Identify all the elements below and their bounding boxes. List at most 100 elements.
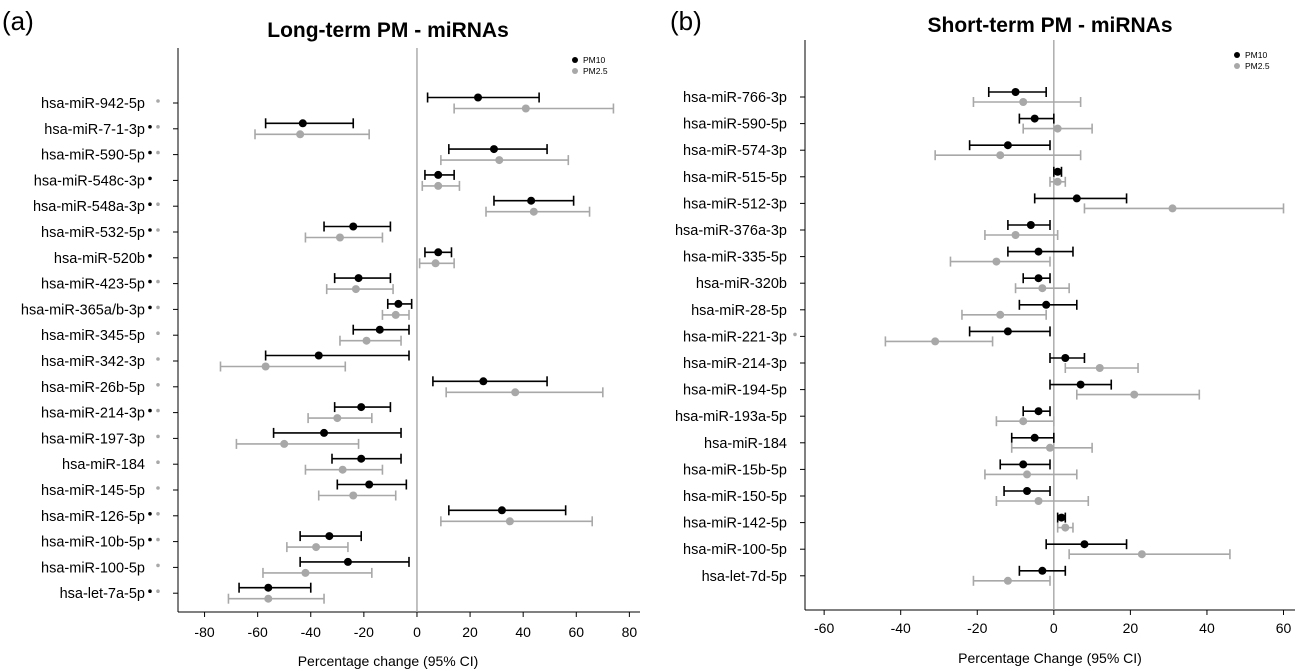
panel-b-pm10-point xyxy=(1034,407,1043,416)
panel-b-category-label: hsa-miR-515-5p xyxy=(683,170,787,186)
panel-b-pm10-point xyxy=(1011,88,1020,96)
panel-b-category-label: hsa-miR-194-5p xyxy=(683,383,787,399)
panel-a-category-label: hsa-miR-7-1-3p xyxy=(44,122,145,138)
panel-b-category-label: hsa-let-7d-5p xyxy=(702,569,787,585)
panel-a-pm10-point xyxy=(298,119,307,128)
panel-a-category-label: hsa-miR-26b-5p xyxy=(41,380,145,396)
panel-a-pm25-significance-dot xyxy=(156,408,160,413)
panel-a-x-tick-label: 0 xyxy=(413,624,421,640)
panel-b-pm25-point xyxy=(1053,177,1062,186)
panel-b-pm25-point xyxy=(1168,204,1177,213)
panel-a-category-label: hsa-miR-590-5p xyxy=(41,148,145,164)
panel-a-pm25-point xyxy=(529,207,538,216)
panel-a-pm10-point xyxy=(394,299,403,308)
panel-b-x-tick-label: 20 xyxy=(1123,620,1139,636)
panel-a-pm10-point xyxy=(375,325,384,334)
panel-a-pm25-point xyxy=(391,310,400,319)
panel-b-pm10-point xyxy=(1038,566,1047,575)
panel-a-pm10-point xyxy=(325,532,334,541)
panel-a-category-label: hsa-miR-365a/b-3p xyxy=(21,302,145,318)
panel-a-category-label: hsa-miR-197-3p xyxy=(41,431,145,447)
panel-b-category-label: hsa-miR-150-5p xyxy=(683,489,787,505)
panel-a-pm25-point xyxy=(511,388,520,397)
panel-b-pm10-point xyxy=(1019,460,1028,469)
panel-a-pm25-point xyxy=(296,130,305,139)
panel-a-pm25-significance-dot xyxy=(156,279,160,284)
panel-a-pm10-point xyxy=(354,274,363,283)
panel-b-pm25-point xyxy=(1046,443,1054,452)
panel-a-x-tick-label: 60 xyxy=(568,624,584,640)
panel-b-category-label: hsa-miR-28-5p xyxy=(691,303,787,319)
panel-a-pm25-point xyxy=(312,543,321,552)
panel-a-pm25-point xyxy=(335,233,344,242)
panel-a-legend-marker xyxy=(572,57,578,63)
panel-a-pm25-point xyxy=(261,362,270,371)
panel-b-title: Short-term PM - miRNAs xyxy=(927,14,1172,37)
panel-b-pm10-point xyxy=(1030,114,1039,123)
panel-a-pm25-significance-dot xyxy=(156,305,160,310)
panel-b-pm10-point xyxy=(1003,141,1012,150)
panel-b-category-label: hsa-miR-590-5p xyxy=(683,117,787,133)
panel-a-x-tick-label: -80 xyxy=(194,624,214,640)
panel-b-legend-label: PM2.5 xyxy=(1245,61,1270,71)
panel-b-letter: (b) xyxy=(670,6,702,36)
panel-b-pm10-point xyxy=(1042,300,1051,309)
panel-a-pm10-point xyxy=(434,248,443,257)
panel-b-x-tick-label: 60 xyxy=(1276,620,1292,636)
panel-b-category-label: hsa-miR-766-3p xyxy=(683,90,787,106)
panel-b-pm25-point xyxy=(1019,98,1028,106)
panel-b-x-tick-label: -60 xyxy=(814,620,834,636)
panel-a-pm10-significance-dot xyxy=(148,202,152,206)
panel-b-pm10-point xyxy=(1023,487,1032,495)
panel-b-category-label: hsa-miR-221-3p xyxy=(683,329,787,345)
panel-a-pm25-point xyxy=(333,414,342,423)
panel-a-pm25-significance-dot xyxy=(156,460,160,465)
panel-a-pm25-point xyxy=(349,491,358,500)
panel-b-pm25-point xyxy=(1038,284,1047,293)
panel-a-x-tick-label: -40 xyxy=(301,624,321,640)
panel-a-category-label: hsa-miR-532-5p xyxy=(41,225,145,241)
panel-a-pm25-significance-dot xyxy=(156,563,160,568)
panel-a-pm10-point xyxy=(314,351,323,360)
panel-b-category-label: hsa-miR-142-5p xyxy=(683,516,787,532)
panel-b-x-axis-title: Percentage Change (95% CI) xyxy=(958,650,1142,666)
panel-a-pm10-significance-dot xyxy=(148,176,152,181)
panel-a-category-label: hsa-miR-10b-5p xyxy=(41,535,145,551)
panel-a-pm10-significance-dot xyxy=(148,125,152,129)
panel-b-category-label: hsa-miR-100-5p xyxy=(683,542,787,558)
panel-b-category-label: hsa-miR-574-3p xyxy=(683,143,787,159)
panel-a-category-label: hsa-miR-345-5p xyxy=(41,328,145,344)
panel-b-pm25-point xyxy=(1003,576,1012,585)
panel-b-pm10-point xyxy=(1034,274,1043,283)
panel-a-pm10-point xyxy=(343,557,352,566)
panel-a-pm25-point xyxy=(301,568,310,577)
panel-b-pm10-point xyxy=(1026,221,1035,229)
panel-a-x-axis-title: Percentage change (95% CI) xyxy=(298,653,479,669)
panel-b-pm25-point xyxy=(996,151,1005,160)
panel-a: (a) Long-term PM - miRNAs Percentage cha… xyxy=(2,6,640,669)
panel-b-pm10-point xyxy=(1057,513,1066,522)
panel-a-category-label: hsa-miR-423-5p xyxy=(41,277,145,293)
panel-b-category-label: hsa-miR-184 xyxy=(704,436,787,452)
panel-a-category-label: hsa-miR-145-5p xyxy=(41,483,145,499)
panel-b-marks: -60 -40 -20 0 20 40 60 hsa-miR-766-3p hsa-miR-59… xyxy=(675,40,1295,636)
panel-b-pm25-point xyxy=(1061,523,1070,532)
panel-b-pm25-point xyxy=(1011,231,1020,239)
panel-a-pm10-point xyxy=(357,454,366,463)
panel-a-legend-marker xyxy=(572,68,578,74)
panel-a-pm25-point xyxy=(280,439,289,448)
panel-b-legend-marker xyxy=(1234,63,1240,69)
panel-a-pm25-point xyxy=(431,259,440,268)
panel-a-pm25-point xyxy=(521,104,530,113)
panel-a-category-label: hsa-miR-548c-3p xyxy=(34,173,145,189)
panel-a-pm25-point xyxy=(338,465,347,474)
panel-a-pm25-point xyxy=(362,336,371,345)
panel-b-x-tick-label: -40 xyxy=(891,620,911,636)
panel-a-legend-label: PM2.5 xyxy=(583,66,608,76)
panel-a-pm10-significance-dot xyxy=(148,228,152,232)
panel-a-pm25-significance-dot xyxy=(156,434,160,439)
panel-a-category-label: hsa-miR-520b xyxy=(54,251,145,267)
panel-b-pm10-point xyxy=(1076,380,1085,389)
panel-b-pm25-point xyxy=(996,310,1005,319)
